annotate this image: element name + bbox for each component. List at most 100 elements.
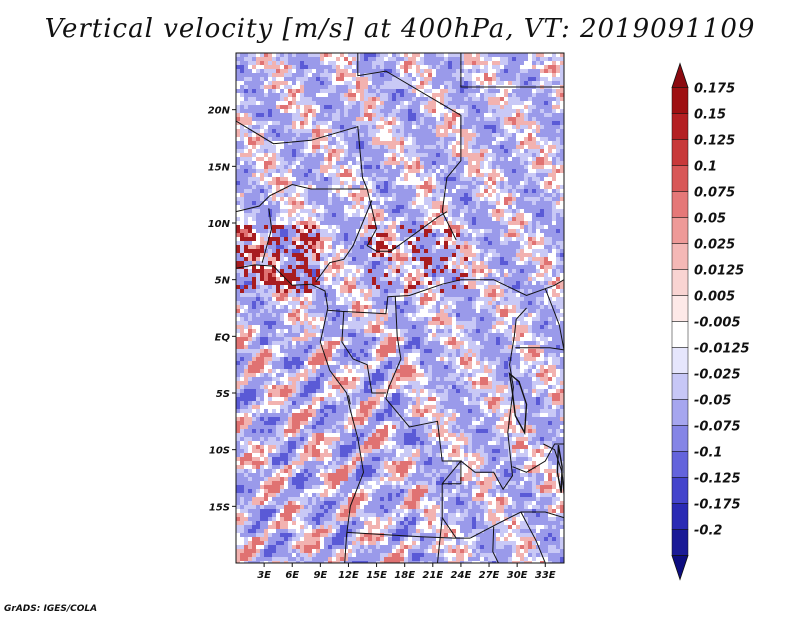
- field-cell: [304, 309, 308, 313]
- field-cell: [352, 153, 356, 157]
- field-cell: [340, 149, 344, 153]
- field-cell: [560, 125, 564, 129]
- field-cell: [444, 101, 448, 105]
- field-cell: [492, 173, 496, 177]
- field-cell: [364, 193, 368, 197]
- field-cell: [432, 421, 436, 425]
- field-cell: [332, 373, 336, 377]
- field-cell: [560, 373, 564, 377]
- field-cell: [260, 177, 264, 181]
- field-cell: [504, 121, 508, 125]
- field-cell: [420, 229, 424, 233]
- field-cell: [476, 241, 480, 245]
- field-cell: [524, 369, 528, 373]
- field-cell: [464, 201, 468, 205]
- field-cell: [428, 325, 432, 329]
- field-cell: [364, 301, 368, 305]
- field-cell: [488, 361, 492, 365]
- field-cell: [400, 245, 404, 249]
- field-cell: [252, 337, 256, 341]
- field-cell: [512, 117, 516, 121]
- field-cell: [332, 149, 336, 153]
- field-cell: [292, 253, 296, 257]
- field-cell: [508, 209, 512, 213]
- field-cell: [308, 205, 312, 209]
- field-cell: [552, 53, 556, 57]
- field-cell: [296, 237, 300, 241]
- field-cell: [496, 381, 500, 385]
- field-cell: [464, 185, 468, 189]
- field-cell: [312, 389, 316, 393]
- field-cell: [420, 401, 424, 405]
- field-cell: [492, 281, 496, 285]
- field-cell: [368, 53, 372, 57]
- field-cell: [308, 249, 312, 253]
- field-cell: [472, 153, 476, 157]
- field-cell: [428, 101, 432, 105]
- field-cell: [460, 117, 464, 121]
- field-cell: [308, 261, 312, 265]
- field-cell: [408, 113, 412, 117]
- field-cell: [424, 209, 428, 213]
- field-cell: [412, 297, 416, 301]
- field-cell: [520, 409, 524, 413]
- field-cell: [320, 149, 324, 153]
- field-cell: [544, 145, 548, 149]
- field-cell: [468, 241, 472, 245]
- field-cell: [492, 113, 496, 117]
- field-cell: [316, 385, 320, 389]
- field-cell: [560, 385, 564, 389]
- field-cell: [452, 217, 456, 221]
- field-cell: [352, 281, 356, 285]
- field-cell: [300, 81, 304, 85]
- field-cell: [360, 293, 364, 297]
- field-cell: [252, 253, 256, 257]
- field-cell: [340, 181, 344, 185]
- field-cell: [244, 273, 248, 277]
- field-cell: [452, 333, 456, 337]
- field-cell: [488, 81, 492, 85]
- field-cell: [240, 381, 244, 385]
- field-cell: [356, 81, 360, 85]
- field-cell: [392, 93, 396, 97]
- field-cell: [320, 137, 324, 141]
- field-cell: [400, 153, 404, 157]
- field-cell: [432, 305, 436, 309]
- field-cell: [312, 269, 316, 273]
- field-cell: [272, 417, 276, 421]
- field-cell: [544, 273, 548, 277]
- field-cell: [532, 53, 536, 57]
- field-cell: [404, 289, 408, 293]
- field-cell: [372, 225, 376, 229]
- field-cell: [480, 289, 484, 293]
- field-cell: [376, 369, 380, 373]
- field-cell: [424, 101, 428, 105]
- field-cell: [284, 273, 288, 277]
- field-cell: [548, 353, 552, 357]
- field-cell: [400, 181, 404, 185]
- field-cell: [316, 145, 320, 149]
- field-cell: [296, 365, 300, 369]
- field-cell: [436, 409, 440, 413]
- field-cell: [260, 189, 264, 193]
- field-cell: [296, 209, 300, 213]
- field-cell: [548, 357, 552, 361]
- field-cell: [476, 401, 480, 405]
- field-cell: [284, 429, 288, 433]
- field-cell: [340, 97, 344, 101]
- field-cell: [500, 389, 504, 393]
- field-cell: [252, 61, 256, 65]
- field-cell: [472, 173, 476, 177]
- field-cell: [252, 301, 256, 305]
- field-cell: [372, 409, 376, 413]
- field-cell: [236, 401, 240, 405]
- field-cell: [376, 213, 380, 217]
- field-cell: [332, 129, 336, 133]
- field-cell: [488, 101, 492, 105]
- field-cell: [336, 133, 340, 137]
- field-cell: [508, 333, 512, 337]
- field-cell: [404, 277, 408, 281]
- field-cell: [492, 217, 496, 221]
- field-cell: [444, 353, 448, 357]
- field-cell: [356, 189, 360, 193]
